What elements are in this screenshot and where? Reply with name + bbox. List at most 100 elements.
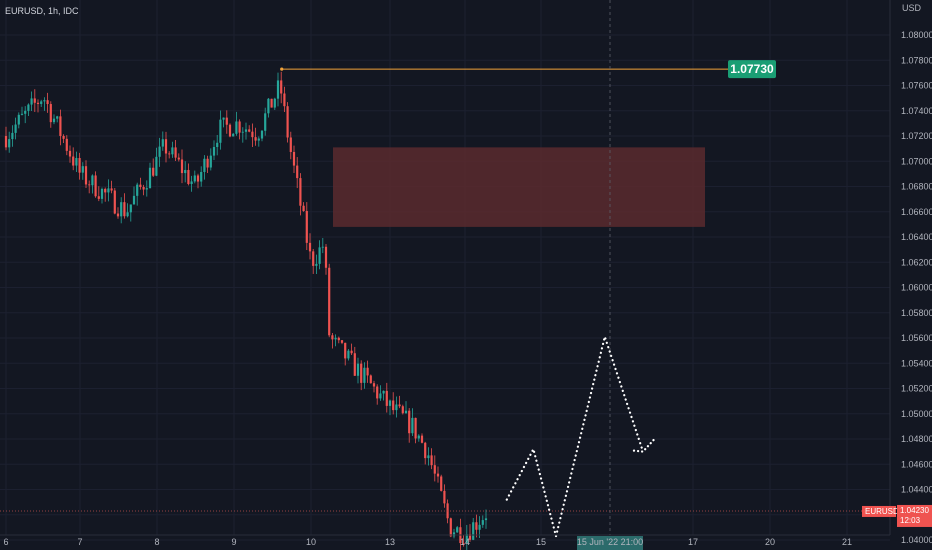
candle-body	[17, 114, 20, 125]
candle-body	[30, 98, 33, 105]
candle-body	[196, 175, 200, 182]
candle-body	[97, 196, 100, 199]
candle-body	[65, 138, 68, 151]
swing-high-badge: 1.07730	[728, 60, 776, 79]
candle-body	[203, 158, 206, 172]
candle-body	[158, 146, 161, 157]
candle-body	[356, 363, 360, 376]
candle-body	[171, 147, 174, 155]
candle-body	[363, 367, 366, 383]
candle-body	[52, 118, 56, 123]
price-axis[interactable]: 1.08000 1.07800 1.07600 1.07400 1.07200 1.070…	[901, 30, 932, 550]
candle-body	[481, 520, 484, 525]
time-axis[interactable]: 6 7 8 9 10 13 14 15 15 Jun '22 21:00 17 20 21	[3, 537, 852, 547]
candle-body	[164, 139, 168, 154]
price-tick-label: 1.06200	[901, 257, 932, 267]
price-tag-bg	[897, 504, 932, 527]
candle-body	[187, 169, 190, 185]
swing-high-badge-bg	[728, 60, 776, 79]
swing-high-badge-label: 1.07730	[730, 62, 774, 76]
candle-body	[408, 410, 411, 434]
candle-body	[280, 80, 283, 94]
candle-body	[260, 130, 264, 139]
time-tick-label: 6	[3, 537, 8, 547]
swing-high-marker	[280, 67, 284, 71]
candle-body	[180, 159, 184, 174]
projection-arrowhead	[632, 437, 656, 453]
candle-body	[395, 404, 398, 411]
candle-body	[132, 195, 136, 205]
price-tick-label: 1.04800	[901, 434, 932, 444]
candle-body	[334, 337, 337, 340]
candle-body	[126, 212, 129, 217]
candle-body	[49, 104, 52, 123]
price-tick-label: 1.06400	[901, 232, 932, 242]
candle-body	[257, 138, 260, 141]
candle-body	[379, 393, 382, 399]
candle-body	[449, 518, 452, 537]
price-tick-label: 1.05400	[901, 358, 932, 368]
candle-body	[136, 184, 139, 196]
price-tick-label: 1.07200	[901, 131, 932, 141]
time-tick-label: 7	[77, 537, 82, 547]
candle-body	[283, 93, 286, 107]
price-tick-label: 1.04000	[901, 535, 932, 545]
candle-body	[222, 117, 225, 120]
candle-body	[40, 101, 43, 104]
candle-body	[36, 102, 40, 104]
candle-body	[270, 98, 273, 108]
candle-body	[142, 186, 145, 190]
current-price-tags: EURUSD 1.04230 12:03	[862, 504, 932, 527]
candle-body	[228, 124, 232, 137]
candle-body	[424, 442, 427, 459]
time-tick-label: 13	[385, 537, 395, 547]
candle-body	[254, 137, 257, 141]
candle-body	[414, 417, 417, 439]
candle-body	[72, 156, 75, 166]
candle-body	[456, 527, 459, 533]
crosshair-date-tag-bg	[577, 536, 643, 550]
price-axis-unit: USD	[902, 3, 922, 13]
candle-body	[161, 139, 164, 147]
candle-body	[296, 165, 299, 179]
candle-body	[43, 100, 46, 102]
candle-body	[289, 137, 292, 152]
candle-body	[56, 116, 59, 119]
candle-body	[337, 337, 340, 341]
resistance-zone	[333, 147, 705, 227]
candle-body	[110, 188, 113, 191]
candle-body	[75, 158, 78, 166]
candle-body	[193, 175, 196, 182]
candle-body	[244, 129, 248, 132]
candle-body	[420, 435, 424, 443]
candle-body	[468, 534, 472, 540]
price-tick-label: 1.04400	[901, 485, 932, 495]
candle-body	[308, 242, 312, 252]
candle-body	[84, 166, 88, 185]
price-tick-label: 1.07000	[901, 156, 932, 166]
candle-body	[24, 110, 27, 114]
candle-body	[276, 80, 280, 99]
candle-body	[235, 121, 238, 134]
candle-body	[107, 188, 110, 193]
candle-body	[123, 202, 126, 217]
candle-body	[59, 116, 62, 136]
price-tick-label: 1.05600	[901, 333, 932, 343]
candle-body	[152, 167, 155, 176]
candle-body	[366, 367, 369, 376]
candle-body	[78, 158, 81, 173]
candle-body	[190, 181, 193, 185]
candle-body	[238, 121, 241, 133]
candle-body	[27, 104, 30, 111]
candle-body	[206, 158, 209, 168]
candle-body	[305, 211, 308, 243]
candle-body	[318, 247, 321, 264]
candle-body	[68, 150, 72, 157]
candle-body	[216, 142, 219, 148]
candle-body	[465, 534, 468, 544]
candle-body	[312, 251, 315, 266]
candle-body	[392, 400, 395, 411]
price-tick-label: 1.07800	[901, 55, 932, 65]
